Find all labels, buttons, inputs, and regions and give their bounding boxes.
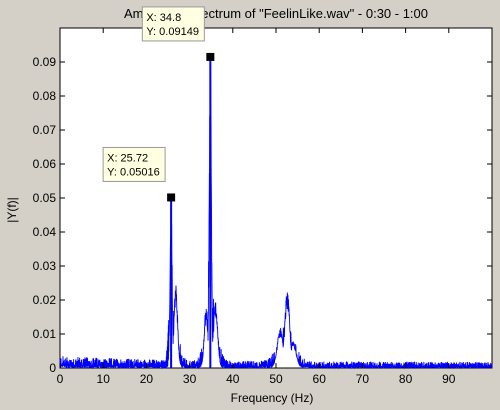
y-tick-label: 0.02 [33,293,57,307]
x-axis-ticks: 0 10 20 30 40 50 60 70 80 90 [57,28,456,386]
datatip-box [102,146,166,182]
datatip-x: X: 25.72 [107,152,148,164]
x-tick-label: 10 [97,372,111,386]
x-tick-label: 20 [140,372,154,386]
plot-area [59,27,493,369]
y-tick-label: 0.06 [33,157,57,171]
datatip-y: Y: 0.05016 [107,166,160,178]
x-tick-label: 70 [356,372,370,386]
x-axis-label: Frequency (Hz) [231,391,314,405]
y-tick-label: 0.03 [33,259,57,273]
y-tick-label: 0.05 [33,191,57,205]
y-tick-label: 0.08 [33,89,57,103]
y-tick-label: 0.04 [33,225,57,239]
y-axis-ticks: 0 0.01 0.02 0.03 0.04 0.05 0.06 0.07 0.08 0.09 [33,55,492,375]
x-tick-label: 50 [269,372,283,386]
x-tick-label: 40 [226,372,240,386]
spectrum-line [59,56,493,370]
x-tick-label: 0 [57,372,64,386]
spectrum-trace [59,66,493,370]
y-tick-label: 0.07 [33,123,57,137]
datatip-marker[interactable] [206,52,215,61]
datatips: X: 34.8 Y: 0.09149 X: 25.72 Y: 0.05016 [102,6,215,202]
datatip-marker[interactable] [167,193,176,202]
x-tick-label: 30 [183,372,197,386]
y-tick-label: 0.09 [33,55,57,69]
datatip-x: X: 34.8 [146,12,181,24]
y-tick-label: 0.01 [33,327,57,341]
x-tick-label: 80 [399,372,413,386]
y-tick-label: 0 [49,361,56,375]
x-tick-label: 60 [313,372,327,386]
x-tick-label: 90 [442,372,456,386]
y-axis-label: |Y(f)| [5,197,19,223]
datatip-y: Y: 0.09149 [146,26,199,38]
datatip-box [141,6,205,42]
